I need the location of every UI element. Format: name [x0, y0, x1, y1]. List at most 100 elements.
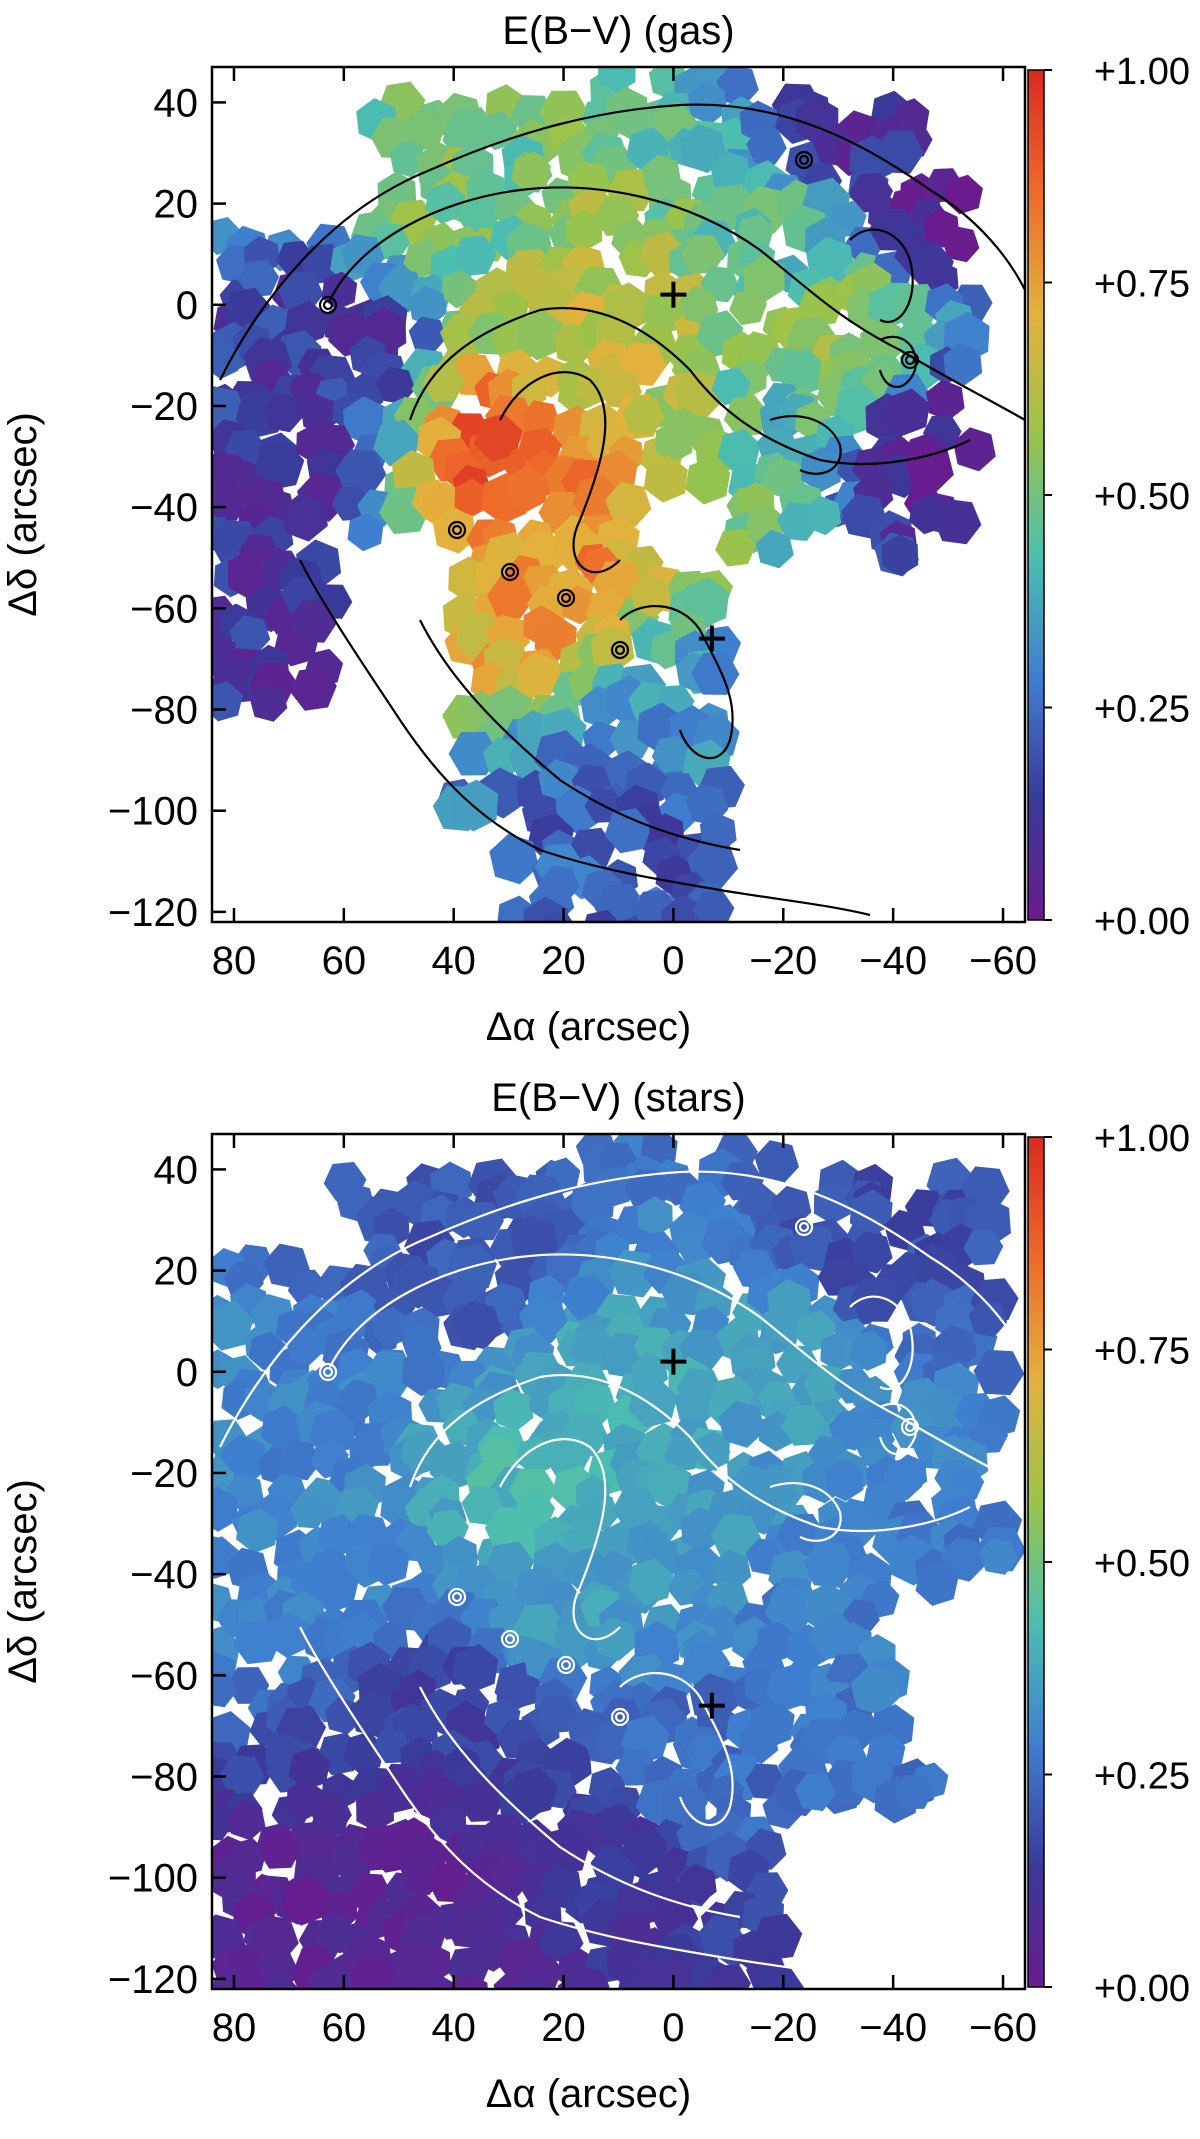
voronoi-cell: [568, 1966, 611, 1989]
voronoi-cell: [513, 1976, 552, 1989]
voronoi-cell: [212, 386, 246, 433]
voronoi-cell: [605, 481, 652, 527]
y-tick-label: 40: [154, 1148, 199, 1192]
voronoi-cell: [212, 1300, 254, 1351]
voronoi-cell: [973, 1349, 1025, 1396]
contour-line: [299, 1626, 871, 1984]
voronoi-cell: [754, 1140, 799, 1184]
voronoi-cell: [277, 1440, 321, 1481]
x-tick-label: 60: [322, 939, 367, 983]
x-tick-label: −60: [969, 2006, 1037, 2050]
y-tick-label: −120: [108, 1958, 198, 2002]
contour-line: [219, 1170, 1025, 1448]
voronoi-cell: [766, 1664, 812, 1711]
y-tick-label: −100: [108, 1857, 198, 1901]
contour-ring: [900, 350, 920, 370]
voronoi-cell: [712, 1549, 752, 1591]
contour-ring: [451, 1591, 463, 1603]
contour-ring: [900, 1417, 920, 1437]
contour-line: [408, 306, 971, 465]
voronoi-cell: [535, 1695, 578, 1733]
voronoi-cell: [458, 1782, 504, 1822]
voronoi-cell: [685, 457, 731, 505]
x-tick-label: −40: [859, 939, 927, 983]
voronoi-cell: [348, 1955, 400, 1989]
voronoi-cell: [452, 235, 497, 276]
y-tick-label: 20: [154, 1250, 199, 1294]
voronoi-cell: [380, 1774, 419, 1813]
contour-line: [329, 1253, 1025, 1488]
voronoi-cell: [506, 465, 548, 513]
voronoi-cell: [687, 82, 728, 125]
voronoi-cell: [932, 499, 982, 545]
voronoi-cell: [372, 1306, 410, 1348]
voronoi-cell: [953, 427, 996, 472]
y-axis-label: Δδ (arcsec): [1, 412, 45, 617]
voronoi-cell: [376, 366, 416, 405]
contour-ring: [610, 640, 630, 660]
voronoi-cell: [729, 289, 767, 326]
voronoi-cell: [885, 388, 930, 436]
voronoi-cell: [280, 1874, 329, 1926]
voronoi-cell: [660, 895, 707, 922]
flux-contours: [219, 1170, 1025, 1984]
voronoi-cell: [451, 779, 499, 832]
contour-line: [619, 604, 734, 760]
voronoi-cell: [290, 667, 337, 711]
voronoi-cell: [454, 478, 489, 518]
voronoi-cell: [680, 1506, 722, 1553]
voronoi-cell: [794, 1773, 836, 1812]
y-tick-label: −20: [130, 1452, 198, 1496]
x-tick-label: 0: [662, 2006, 684, 2050]
voronoi-cell: [706, 1964, 751, 1989]
voronoi-cell: [493, 1388, 534, 1432]
chart-title: E(B−V) (stars): [491, 1076, 745, 1120]
y-tick-label: 40: [154, 81, 199, 125]
voronoi-cell: [253, 441, 305, 491]
voronoi-cell: [600, 1853, 637, 1891]
voronoi-cell: [342, 396, 388, 446]
voronoi-cell: [739, 1182, 777, 1222]
y-tick-label: −20: [130, 385, 198, 429]
voronoi-cell: [396, 1959, 441, 1989]
voronoi-cell: [422, 363, 465, 402]
voronoi-cell: [281, 492, 328, 542]
voronoi-cell: [451, 1973, 488, 1989]
voronoi-cell: [432, 507, 477, 554]
voronoi-cell: [508, 1767, 558, 1817]
voronoi-cell: [620, 1825, 669, 1873]
voronoi-cell: [756, 529, 794, 569]
x-tick-label: −60: [969, 939, 1037, 983]
color-cells: [212, 67, 996, 922]
voronoi-cell: [448, 731, 499, 776]
voronoi-cell: [540, 865, 580, 903]
voronoi-cell: [493, 1969, 535, 1989]
voronoi-cell: [968, 1299, 1008, 1338]
x-tick-label: 20: [541, 939, 586, 983]
voronoi-cell: [389, 140, 426, 178]
voronoi-cell: [236, 1508, 279, 1554]
x-tick-label: 40: [431, 939, 476, 983]
voronoi-cell: [926, 379, 965, 421]
voronoi-cell: [692, 890, 735, 922]
gas-extinction-chart: 80 60 40 20 0 −20 −40 −60 40 20 0 −20 −40 −60 −80 −100 −…: [1, 9, 1190, 1049]
voronoi-cell: [261, 1973, 298, 1989]
voronoi-cell: [262, 392, 304, 433]
contour-ring: [322, 299, 334, 311]
contour-line: [329, 186, 1025, 421]
voronoi-cell: [541, 911, 573, 922]
voronoi-cell: [710, 151, 752, 194]
voronoi-cell: [366, 1540, 410, 1586]
voronoi-cell: [249, 683, 288, 722]
voronoi-cell: [803, 1541, 855, 1588]
voronoi-cell: [401, 1348, 445, 1397]
plot-frame: [210, 1132, 1027, 1991]
contour-line: [419, 619, 741, 852]
contour-line: [419, 1686, 741, 1919]
contour-ring: [556, 1655, 576, 1675]
x-tick-label: 40: [431, 2006, 476, 2050]
colorbar-tick-label: +0.25: [1094, 689, 1190, 731]
contour-ring: [500, 562, 520, 582]
voronoi-cell: [711, 367, 751, 406]
voronoi-cell: [894, 1775, 934, 1810]
